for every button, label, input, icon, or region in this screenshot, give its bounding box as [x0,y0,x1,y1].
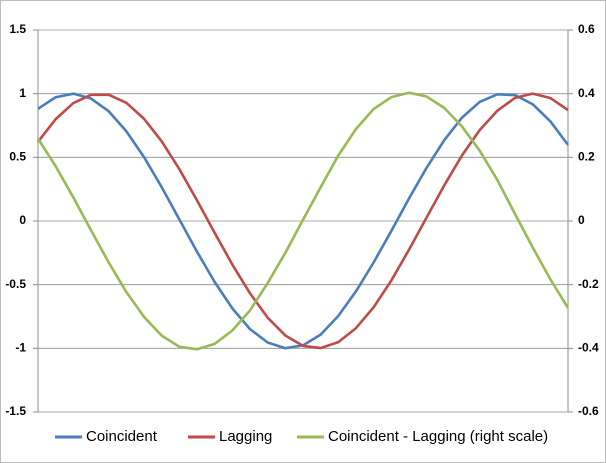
series-line [36,92,569,350]
series-line [36,91,570,351]
y-tick-label: 1 [19,86,26,100]
y2-tick-label: -0.2 [578,277,599,291]
y2-tick-label: 0.4 [578,86,595,100]
y-tick-label: 1.5 [9,22,26,36]
y-tick-label: -0.5 [5,277,26,291]
y2-tick-label: 0.2 [578,150,595,164]
y2-tick-label: 0.6 [578,22,595,36]
y-tick-label: 0 [19,213,26,227]
y2-tick-label: 0 [578,213,585,227]
y2-tick-label: -0.4 [578,341,599,355]
y-tick-label: 0.5 [9,150,26,164]
legend-label: Coincident - Lagging (right scale) [328,428,548,445]
y-tick-label: -1.5 [5,404,26,418]
legend-label: Coincident [86,428,158,445]
legend-label: Lagging [219,428,272,445]
y-tick-label: -1 [15,341,26,355]
y2-tick-label: -0.6 [578,404,599,418]
